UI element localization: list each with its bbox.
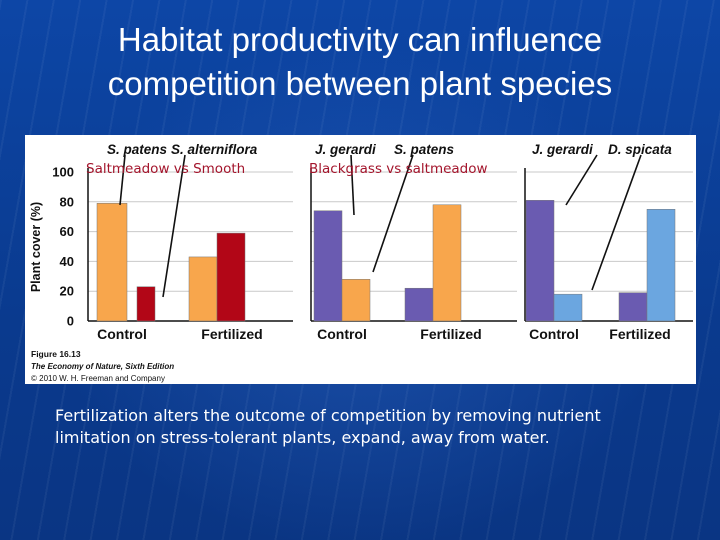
annotation-saltmeadow-vs-smooth: Saltmeadow vs Smooth xyxy=(86,161,245,177)
bar xyxy=(404,287,434,322)
category-label: Control xyxy=(97,326,147,342)
species-label: J. gerardi xyxy=(315,142,376,157)
bar xyxy=(313,210,343,322)
species-label: S. patens xyxy=(107,142,168,157)
y-tick-label: 80 xyxy=(60,194,74,209)
bar xyxy=(646,209,676,322)
callout-line xyxy=(350,154,355,216)
species-label: J. gerardi xyxy=(532,142,593,157)
category-label: Fertilized xyxy=(201,326,262,342)
figure-16-13: Plant cover (%) 0 20 40 60 80 100 Control Fertil… xyxy=(25,135,696,384)
slide-caption: Fertilization alters the outcome of comp… xyxy=(55,405,705,449)
caption-line-1: Fertilization alters the outcome of comp… xyxy=(55,406,601,425)
figure-number: Figure 16.13 xyxy=(31,349,81,359)
category-label: Control xyxy=(529,326,579,342)
species-label: D. spicata xyxy=(608,142,672,157)
figure-source: The Economy of Nature, Sixth Edition xyxy=(31,362,174,371)
species-label: S. alterniflora xyxy=(171,142,258,157)
bar xyxy=(96,203,128,322)
callout-line xyxy=(565,154,598,206)
category-label: Fertilized xyxy=(609,326,670,342)
bar xyxy=(216,232,246,322)
caption-line-2: limitation on stress-tolerant plants, ex… xyxy=(55,428,550,447)
figure-copyright: © 2010 W. H. Freeman and Company xyxy=(31,374,165,383)
y-tick-label: 100 xyxy=(52,165,74,180)
y-tick-label: 60 xyxy=(60,224,74,239)
title-line-1: Habitat productivity can influence xyxy=(117,21,603,58)
y-tick-label: 0 xyxy=(67,314,74,329)
annotation-blackgrass-vs-saltmeadow: Blackgrass vs saltmeadow xyxy=(309,161,488,177)
category-label: Fertilized xyxy=(420,326,481,342)
bar xyxy=(432,204,462,322)
category-label: Control xyxy=(317,326,367,342)
bar xyxy=(553,293,583,322)
callout-line xyxy=(591,154,642,291)
callout-line xyxy=(119,154,126,206)
callout-line xyxy=(372,154,414,273)
bar-chart: Plant cover (%) 0 20 40 60 80 100 Control Fertil… xyxy=(29,142,693,383)
y-tick-label: 40 xyxy=(60,254,74,269)
species-label: S. patens xyxy=(394,142,455,157)
bar xyxy=(525,200,555,322)
callout-line xyxy=(162,154,186,298)
y-axis-label: Plant cover (%) xyxy=(29,202,43,292)
bar xyxy=(188,256,218,322)
bar xyxy=(341,279,371,322)
slide-title: Habitat productivity can influence compe… xyxy=(0,18,720,106)
y-tick-label: 20 xyxy=(60,284,74,299)
bar xyxy=(136,286,156,322)
title-line-2: competition between plant species xyxy=(107,65,613,102)
bar xyxy=(618,292,648,322)
